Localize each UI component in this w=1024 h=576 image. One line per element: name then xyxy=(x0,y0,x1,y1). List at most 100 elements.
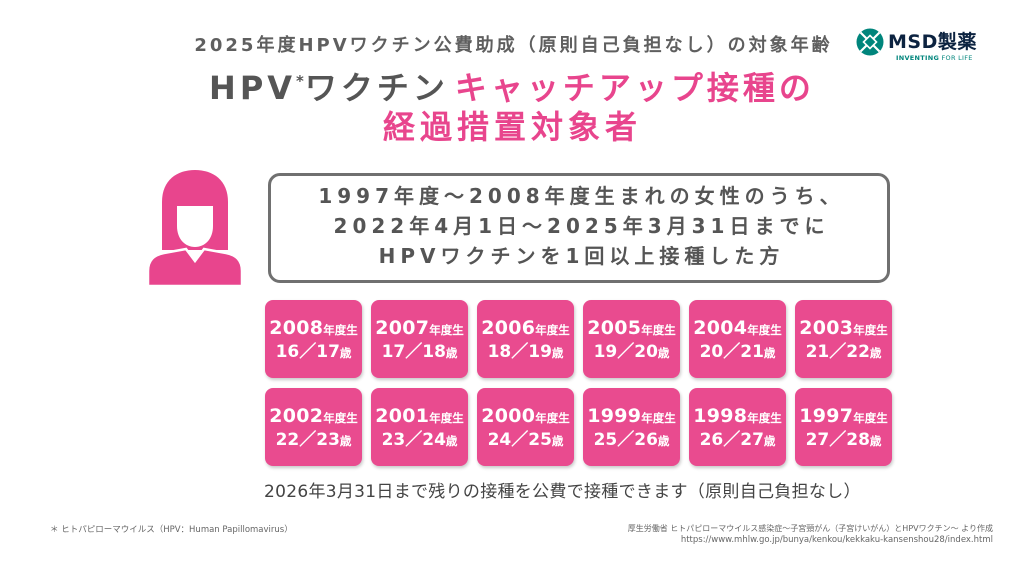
tile-year-suffix: 年度生 xyxy=(747,323,782,337)
tile-year: 2004 xyxy=(693,317,748,339)
tile-year-suffix: 年度生 xyxy=(641,411,676,425)
tile-year-suffix: 年度生 xyxy=(747,411,782,425)
tile-year-suffix: 年度生 xyxy=(535,323,570,337)
tile-year: 1998 xyxy=(693,405,748,427)
tile-year: 1997 xyxy=(799,405,854,427)
tile-year-suffix: 年度生 xyxy=(323,323,358,337)
tile-2008: 2008年度生 16／17歳 xyxy=(265,300,362,378)
criteria-line-2: 2022年4月1日～2025年3月31日までに xyxy=(333,214,830,238)
criteria-line-3: HPVワクチンを1回以上接種した方 xyxy=(378,244,785,268)
tile-year-line: 2004年度生 xyxy=(689,316,786,340)
header-subtitle: 2025年度HPVワクチン公費助成（原則自己負担なし）の対象年齢 xyxy=(194,35,833,56)
tile-age-line: 17／18歳 xyxy=(371,340,468,364)
tile-ages: 26／27 xyxy=(699,430,764,450)
tile-age-line: 18／19歳 xyxy=(477,340,574,364)
title-hpv: HPV xyxy=(209,69,297,107)
tile-age-suffix: 歳 xyxy=(339,434,352,448)
tile-2001: 2001年度生 23／24歳 xyxy=(371,388,468,466)
criteria-line-1: 1997年度～2008年度生まれの女性のうち、 xyxy=(318,184,845,208)
footnote-hpv: ＊ ヒトパピローマウイルス（HPV：Human Papillomavirus） xyxy=(50,525,293,535)
tile-year-line: 2001年度生 xyxy=(371,404,468,428)
tile-1999: 1999年度生 25／26歳 xyxy=(583,388,680,466)
tile-2007: 2007年度生 17／18歳 xyxy=(371,300,468,378)
tile-2004: 2004年度生 20／21歳 xyxy=(689,300,786,378)
tile-age-line: 21／22歳 xyxy=(795,340,892,364)
tile-1997: 1997年度生 27／28歳 xyxy=(795,388,892,466)
tile-year: 2003 xyxy=(799,317,854,339)
tile-1998: 1998年度生 26／27歳 xyxy=(689,388,786,466)
tile-year-suffix: 年度生 xyxy=(429,323,464,337)
tile-year: 2000 xyxy=(481,405,536,427)
tile-year-line: 1999年度生 xyxy=(583,404,680,428)
tile-age-line: 26／27歳 xyxy=(689,428,786,452)
tile-age-suffix: 歳 xyxy=(657,346,670,360)
tile-age-line: 16／17歳 xyxy=(265,340,362,364)
source-credit: 厚生労働省 ヒトパピローマウイルス感染症～子宮頸がん（子宮けいがん）とHPVワク… xyxy=(628,523,993,546)
title-vaccine: ワクチン xyxy=(304,69,449,107)
tile-ages: 20／21 xyxy=(699,342,764,362)
deadline-note: 2026年3月31日まで残りの接種を公費で接種できます（原則自己負担なし） xyxy=(264,482,861,502)
tile-ages: 17／18 xyxy=(381,342,446,362)
tile-ages: 21／22 xyxy=(805,342,870,362)
tile-age-suffix: 歳 xyxy=(445,434,458,448)
tile-year-suffix: 年度生 xyxy=(429,411,464,425)
tile-age-line: 20／21歳 xyxy=(689,340,786,364)
tile-year-line: 2007年度生 xyxy=(371,316,468,340)
tile-year-suffix: 年度生 xyxy=(323,411,358,425)
tile-year: 2005 xyxy=(587,317,642,339)
tile-age-line: 27／28歳 xyxy=(795,428,892,452)
tile-ages: 22／23 xyxy=(275,430,340,450)
tile-age-suffix: 歳 xyxy=(763,434,776,448)
tile-age-suffix: 歳 xyxy=(551,346,564,360)
title-line-1: HPV*ワクチン キャッチアップ接種の xyxy=(0,68,1020,114)
tile-year: 2002 xyxy=(269,405,324,427)
logo-tagline-primary: INVENTING xyxy=(896,54,940,62)
tile-age-line: 24／25歳 xyxy=(477,428,574,452)
title-line-2: 経過措置対象者 xyxy=(382,108,642,146)
msd-emblem-icon xyxy=(856,28,884,56)
tile-year-line: 2000年度生 xyxy=(477,404,574,428)
tile-age-line: 25／26歳 xyxy=(583,428,680,452)
tile-year-suffix: 年度生 xyxy=(853,411,888,425)
tile-2000: 2000年度生 24／25歳 xyxy=(477,388,574,466)
tile-ages: 18／19 xyxy=(487,342,552,362)
tile-2003: 2003年度生 21／22歳 xyxy=(795,300,892,378)
birth-year-grid: 2008年度生 16／17歳 2007年度生 17／18歳 2006年度生 18… xyxy=(265,300,892,466)
tile-2006: 2006年度生 18／19歳 xyxy=(477,300,574,378)
tile-year: 2008 xyxy=(269,317,324,339)
tile-age-suffix: 歳 xyxy=(869,346,882,360)
tile-ages: 25／26 xyxy=(593,430,658,450)
tile-year-suffix: 年度生 xyxy=(641,323,676,337)
tile-year-line: 1997年度生 xyxy=(795,404,892,428)
tile-age-line: 22／23歳 xyxy=(265,428,362,452)
logo-brand-name: MSD製薬 xyxy=(888,31,977,53)
tile-age-suffix: 歳 xyxy=(657,434,670,448)
tile-year-line: 2006年度生 xyxy=(477,316,574,340)
tile-year-line: 1998年度生 xyxy=(689,404,786,428)
tile-ages: 23／24 xyxy=(381,430,446,450)
source-credit-text: 厚生労働省 ヒトパピローマウイルス感染症～子宮頸がん（子宮けいがん）とHPVワク… xyxy=(627,524,993,533)
tile-year: 1999 xyxy=(587,405,642,427)
tile-year-suffix: 年度生 xyxy=(853,323,888,337)
woman-icon xyxy=(148,170,242,286)
logo-tagline-secondary: FOR LIFE xyxy=(941,54,973,62)
tile-year-line: 2002年度生 xyxy=(265,404,362,428)
tile-year-line: 2005年度生 xyxy=(583,316,680,340)
tile-age-suffix: 歳 xyxy=(551,434,564,448)
tile-2002: 2002年度生 22／23歳 xyxy=(265,388,362,466)
tile-age-line: 23／24歳 xyxy=(371,428,468,452)
tile-year-suffix: 年度生 xyxy=(535,411,570,425)
tile-ages: 16／17 xyxy=(275,342,340,362)
criteria-box: 1997年度～2008年度生まれの女性のうち、 2022年4月1日～2025年3… xyxy=(268,173,890,283)
tile-year-line: 2003年度生 xyxy=(795,316,892,340)
tile-age-suffix: 歳 xyxy=(445,346,458,360)
tile-age-suffix: 歳 xyxy=(763,346,776,360)
tile-ages: 19／20 xyxy=(593,342,658,362)
tile-age-suffix: 歳 xyxy=(339,346,352,360)
source-url: https://www.mhlw.go.jp/bunya/kenkou/kekk… xyxy=(680,535,993,545)
tile-age-line: 19／20歳 xyxy=(583,340,680,364)
tile-year: 2001 xyxy=(375,405,430,427)
tile-year: 2006 xyxy=(481,317,536,339)
tile-year-line: 2008年度生 xyxy=(265,316,362,340)
